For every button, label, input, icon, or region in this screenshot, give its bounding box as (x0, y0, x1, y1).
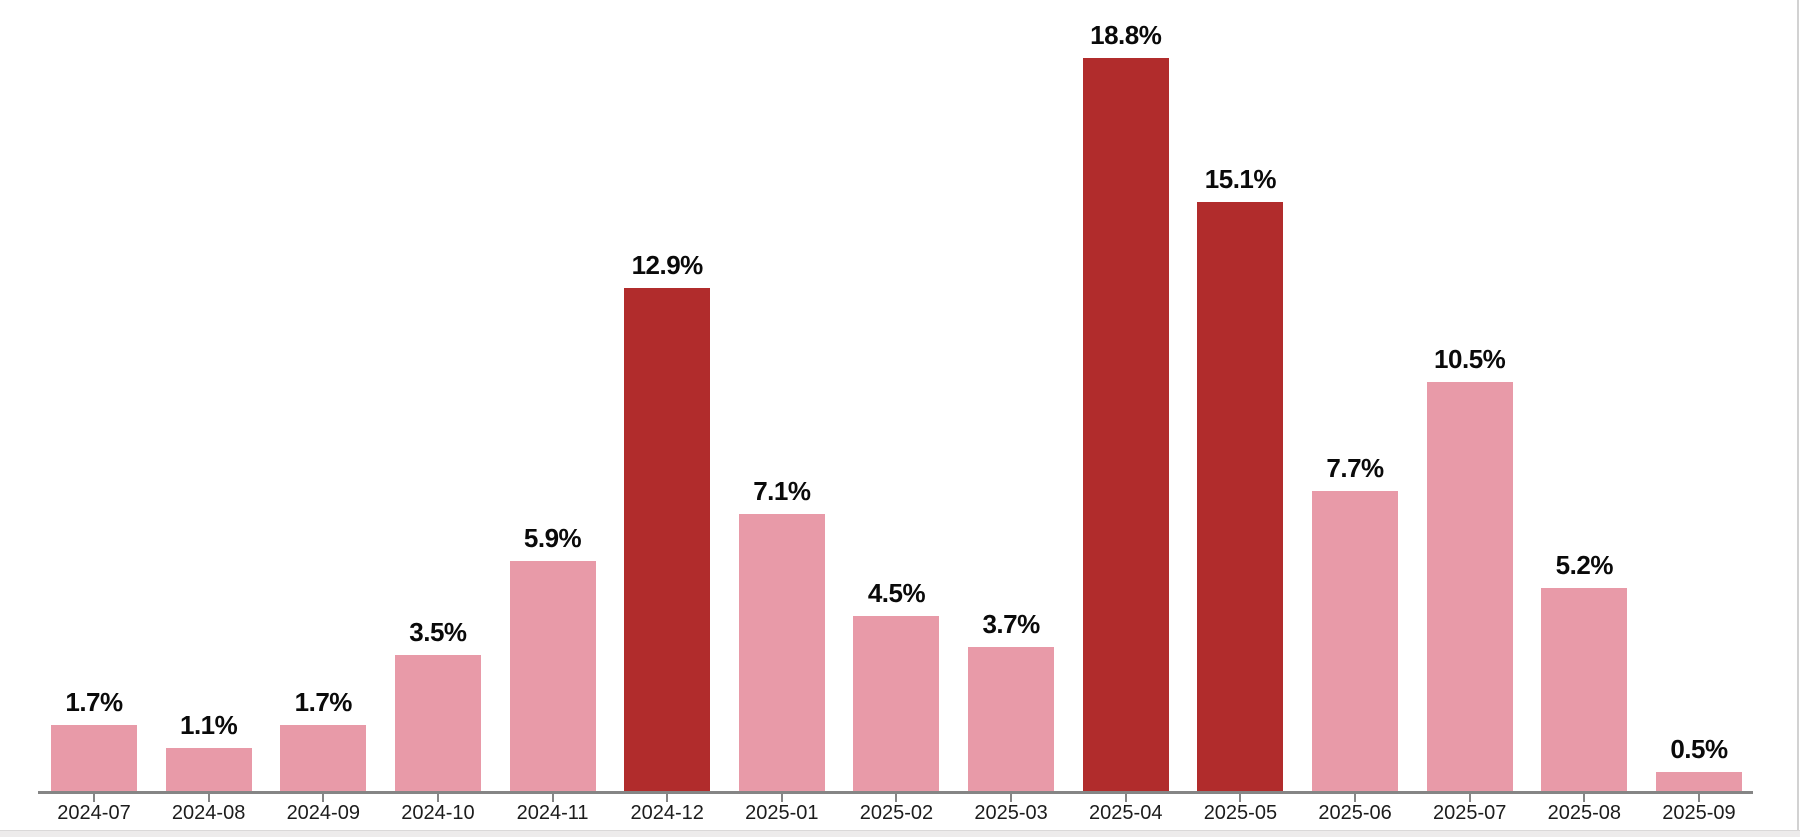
bar-2025-08 (1541, 588, 1628, 791)
bar-value-label: 1.1% (179, 710, 238, 741)
bar-value-label: 12.9% (631, 249, 704, 280)
x-axis-line (38, 791, 1753, 794)
bar-2024-10 (394, 654, 481, 791)
x-axis-tick (1354, 793, 1357, 802)
horizontal-scrollbar-track[interactable] (0, 830, 1800, 837)
x-axis-tick (1239, 793, 1242, 802)
x-axis-tick (207, 793, 210, 802)
bar-2024-09 (280, 724, 367, 791)
bar-value-label: 1.7% (65, 686, 123, 717)
bar-2025-04 (1082, 57, 1169, 791)
bar-2024-08 (165, 748, 252, 791)
bar-value-label: 5.9% (523, 522, 582, 553)
bar-value-label: 3.7% (982, 608, 1040, 639)
bar-2025-07 (1426, 381, 1513, 791)
x-axis-tick (1010, 793, 1013, 802)
x-axis-tick (436, 793, 439, 802)
bar-value-label: 15.1% (1204, 164, 1277, 195)
x-axis-tick-label: 2025-03 (974, 802, 1048, 824)
x-axis-tick (1583, 793, 1586, 802)
bar-2025-09 (1655, 771, 1742, 791)
bar-2025-03 (968, 646, 1055, 791)
bar-value-label: 5.2% (1555, 550, 1614, 581)
x-axis-tick (1697, 793, 1700, 802)
x-axis-tick-label: 2025-06 (1318, 802, 1392, 824)
bar-value-label: 18.8% (1090, 19, 1162, 50)
x-axis-tick-label: 2024-10 (401, 802, 475, 824)
bar-2024-07 (51, 724, 137, 791)
bar-2024-12 (624, 287, 711, 791)
x-axis-tick-label: 2024-11 (516, 802, 589, 824)
x-axis-tick (1468, 793, 1471, 802)
window-right-border (1797, 0, 1799, 830)
x-axis-tick-label: 2025-09 (1662, 802, 1736, 824)
bar-value-label: 4.5% (867, 577, 926, 608)
bar-2024-11 (509, 560, 596, 791)
bar-value-label: 7.7% (1326, 452, 1384, 483)
bar-value-label: 10.5% (1434, 343, 1506, 374)
x-axis-tick-label: 2025-01 (745, 802, 819, 824)
bar-2025-05 (1197, 202, 1284, 791)
bar-value-label: 1.7% (294, 686, 353, 717)
x-axis-tick-label: 2024-12 (630, 802, 704, 824)
x-axis-tick-label: 2024-09 (286, 802, 360, 824)
x-axis-tick (780, 793, 783, 802)
x-axis-tick-label: 2024-07 (57, 802, 131, 824)
bar-value-label: 3.5% (409, 616, 467, 647)
x-axis-tick-label: 2025-04 (1089, 802, 1163, 824)
x-axis-tick (93, 793, 95, 802)
bar-2025-02 (853, 615, 940, 791)
bar-value-label: 7.1% (753, 476, 811, 507)
x-axis-tick (666, 793, 669, 802)
x-axis-tick (551, 793, 554, 802)
x-axis-tick-label: 2025-05 (1203, 802, 1278, 824)
x-axis-tick (895, 793, 898, 802)
x-axis-tick (1124, 793, 1127, 802)
bar-2025-06 (1312, 490, 1399, 791)
x-axis-tick-label: 2025-02 (859, 802, 934, 824)
x-axis-tick (322, 793, 325, 802)
x-axis-tick-label: 2025-07 (1432, 802, 1507, 824)
x-axis-tick-label: 2025-08 (1547, 802, 1622, 824)
x-axis-tick-label: 2024-08 (171, 802, 246, 824)
bar-2025-01 (738, 514, 825, 791)
bar-value-label: 0.5% (1670, 733, 1728, 764)
